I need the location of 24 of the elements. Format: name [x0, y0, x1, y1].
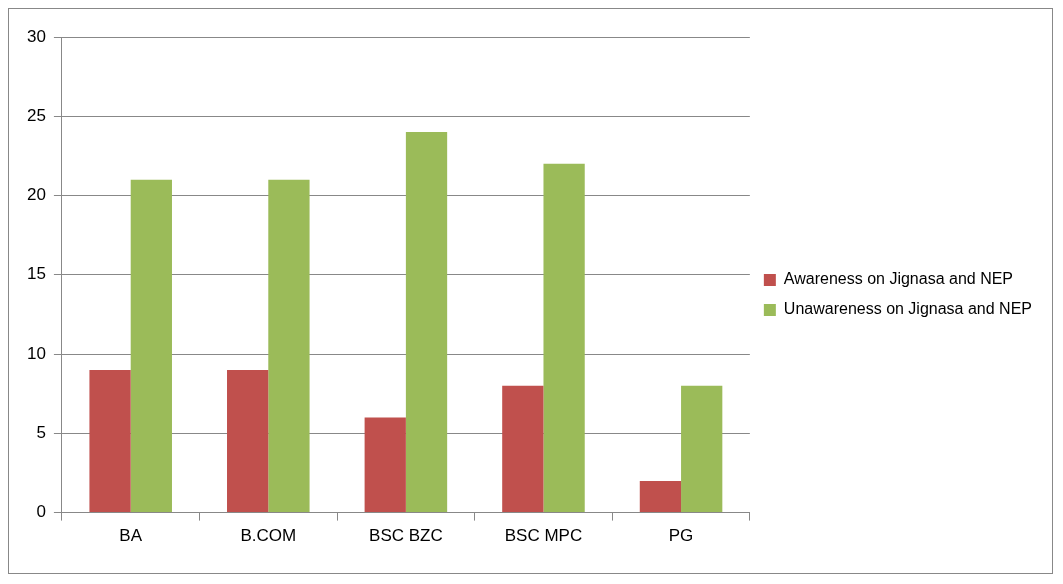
bar [364, 417, 406, 513]
x-tick-label: PG [668, 526, 694, 546]
bar [639, 480, 682, 513]
y-tick-label: 25 [26, 105, 46, 125]
legend-label: Unawareness on Jignasa and NEP [783, 300, 1033, 318]
bar [502, 385, 544, 513]
y-tick-label: 0 [36, 502, 46, 522]
bar [543, 163, 585, 513]
bar [268, 179, 310, 513]
x-tick-label: BSC MPC [504, 526, 583, 546]
bar [405, 132, 448, 513]
x-tick-label: BA [119, 526, 143, 546]
bar [130, 179, 172, 513]
x-tick-label: BSC BZC [369, 526, 443, 546]
bar [89, 369, 131, 513]
y-tick-label: 30 [26, 26, 46, 46]
bar [681, 385, 723, 513]
y-tick-label: 15 [26, 264, 46, 284]
y-tick-label: 10 [26, 343, 46, 363]
y-tick-label: 20 [26, 185, 46, 205]
x-tick-label: B.COM [240, 526, 297, 546]
bar [227, 369, 269, 513]
legend-label: Awareness on Jignasa and NEP [783, 270, 1014, 288]
y-tick-label: 5 [36, 423, 46, 443]
